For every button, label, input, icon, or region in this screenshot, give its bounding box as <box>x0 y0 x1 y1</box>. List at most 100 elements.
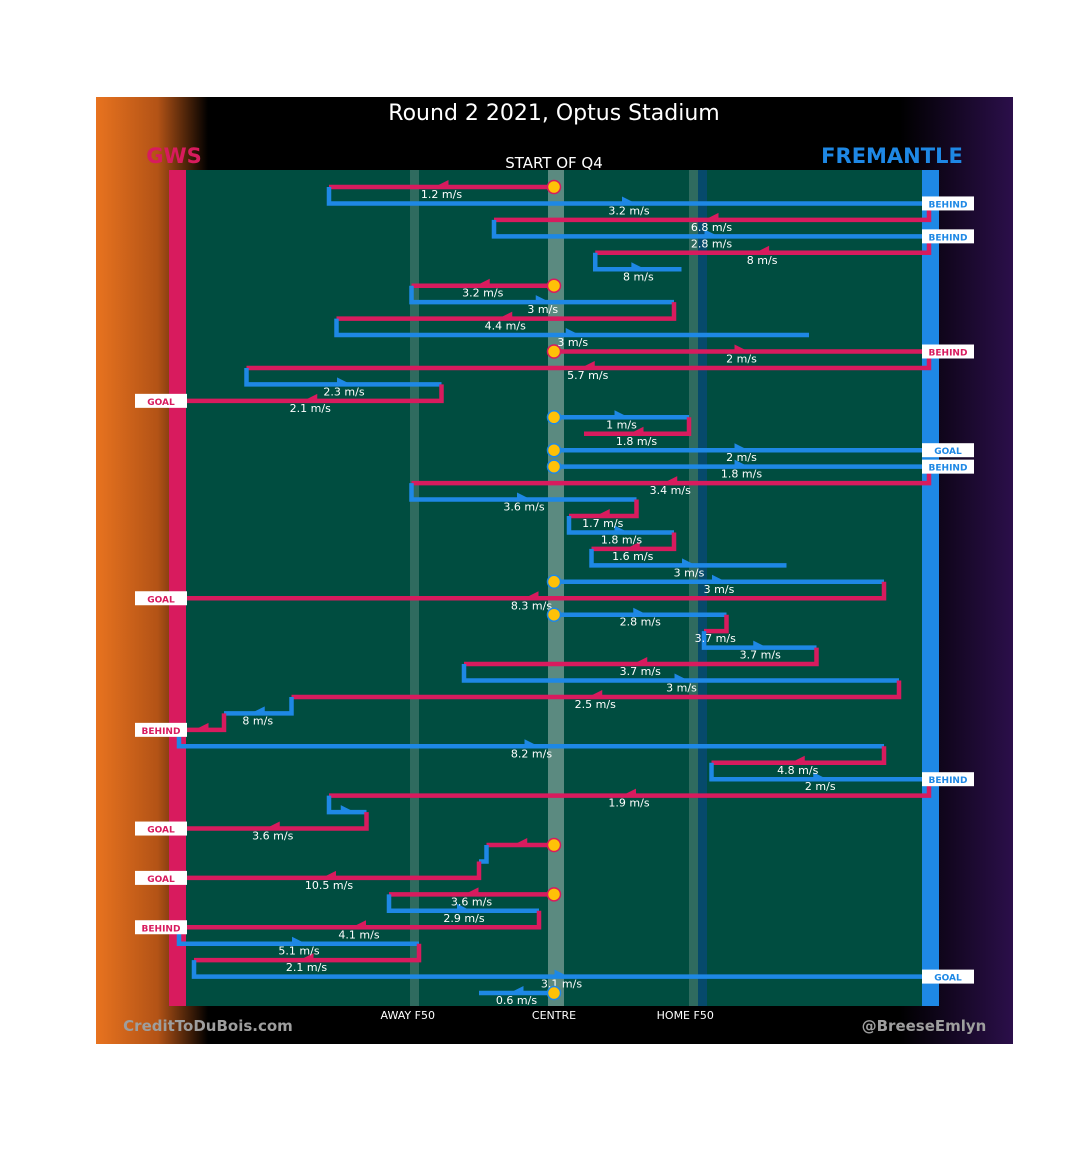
chain-segment <box>461 664 899 683</box>
result-tag <box>135 870 187 885</box>
speed-label: 6.8 m/s <box>691 221 732 234</box>
centre-marker <box>546 410 562 425</box>
speed-label: 3.7 m/s <box>740 649 781 662</box>
chain-arrow <box>498 311 513 319</box>
speed-label: 8 m/s <box>747 254 778 267</box>
speed-label: 2.8 m/s <box>691 237 732 250</box>
chain-arrow <box>194 722 209 730</box>
speed-label: 1.2 m/s <box>421 188 462 201</box>
speed-label: 3 m/s <box>527 303 558 316</box>
chain-segment <box>711 746 887 765</box>
chain-arrow <box>292 936 306 944</box>
chain-arrow <box>629 426 644 434</box>
speed-label: 8 m/s <box>242 714 273 727</box>
result-label: BEHIND <box>142 727 181 737</box>
chain-arrow <box>753 640 768 648</box>
speed-label: 10.5 m/s <box>305 879 353 892</box>
speed-label: 3 m/s <box>666 682 697 695</box>
chain-segment <box>179 713 227 733</box>
chain-arrow <box>299 953 314 961</box>
chain-arrow <box>813 772 828 780</box>
chain-arrow <box>704 229 719 237</box>
result-tag <box>135 722 187 737</box>
chain-segment <box>569 499 639 519</box>
chain-segment <box>244 367 442 387</box>
chain-arrow <box>250 706 265 714</box>
chains <box>176 180 932 996</box>
chain-arrow <box>434 180 449 187</box>
speed-label: 0.6 m/s <box>496 994 537 1007</box>
chain-arrow <box>622 788 636 796</box>
result-tag <box>922 344 974 359</box>
result-label: GOAL <box>147 875 175 885</box>
footer-handle: @BreeseEmlyn <box>862 1017 987 1035</box>
chain-arrow <box>622 196 636 204</box>
result-tag <box>135 591 187 606</box>
zone-label: HOME F50 <box>657 1009 714 1022</box>
centre-marker <box>546 344 562 359</box>
chain-arrow <box>554 969 569 977</box>
speed-label: 4.4 m/s <box>485 320 526 333</box>
chain-arrow <box>712 574 726 582</box>
speed-label: 5.7 m/s <box>567 369 608 382</box>
chain-arrow <box>513 838 528 845</box>
speed-label: 3.1 m/s <box>541 978 582 991</box>
speed-label: 2 m/s <box>805 780 836 793</box>
chain-arrow <box>337 377 351 385</box>
chain-arrow <box>580 360 595 368</box>
chain-arrow <box>633 657 648 665</box>
centre-marker <box>546 278 562 293</box>
chain-arrow <box>663 476 678 484</box>
speed-label: 2.9 m/s <box>443 912 484 925</box>
speed-label: 4.1 m/s <box>338 928 379 941</box>
speed-label: 3 m/s <box>674 566 705 579</box>
speed-label: 3.6 m/s <box>451 895 492 908</box>
centre-marker <box>546 887 562 902</box>
chain-segment <box>701 631 817 650</box>
chain-arrow <box>340 805 355 813</box>
speed-label: 3 m/s <box>704 583 735 596</box>
chain-segment <box>179 581 887 601</box>
chain-arrow <box>734 443 749 451</box>
chain-arrow <box>614 410 629 418</box>
chain-segment <box>409 483 637 502</box>
away-f50-band <box>410 170 419 1006</box>
centre-marker <box>546 607 562 622</box>
speed-label: 3.2 m/s <box>462 287 503 300</box>
chain-arrow <box>535 295 550 303</box>
result-label: BEHIND <box>929 349 968 359</box>
chain-segment <box>194 943 422 963</box>
chain-arrow <box>265 821 280 829</box>
chain-arrow <box>565 328 580 336</box>
chain-segment <box>479 845 489 864</box>
chain-segment <box>409 285 674 305</box>
speed-label: 1.8 m/s <box>721 468 762 481</box>
centre-marker <box>546 459 562 474</box>
chain-arrow <box>457 903 471 911</box>
chain-segment <box>179 384 444 404</box>
chain-arrow <box>524 739 539 747</box>
speed-label: 1 m/s <box>606 418 637 431</box>
gws-goal-bar <box>169 170 186 1006</box>
chain-segment <box>179 812 369 831</box>
chain-segment <box>566 516 674 535</box>
chain-arrow <box>524 591 539 599</box>
chain-arrow <box>517 492 531 500</box>
zone-label: AWAY F50 <box>381 1009 435 1022</box>
home-team-label: FREMANTLE <box>821 144 963 168</box>
result-tag <box>922 969 974 984</box>
chain-segment <box>191 960 929 979</box>
speed-label: 8 m/s <box>623 270 654 283</box>
chain-arrow <box>682 558 696 566</box>
speed-label: 2 m/s <box>726 353 757 366</box>
result-tag <box>922 196 974 211</box>
chain-arrow <box>588 689 603 697</box>
chain-segment <box>224 696 294 716</box>
result-label: BEHIND <box>929 233 968 243</box>
speed-label: 2.3 m/s <box>323 385 364 398</box>
result-label: BEHIND <box>929 464 968 474</box>
speed-label: 2.1 m/s <box>286 961 327 974</box>
speed-label: 2.8 m/s <box>620 616 661 629</box>
chain-segment <box>584 417 692 436</box>
result-tag <box>922 229 974 244</box>
